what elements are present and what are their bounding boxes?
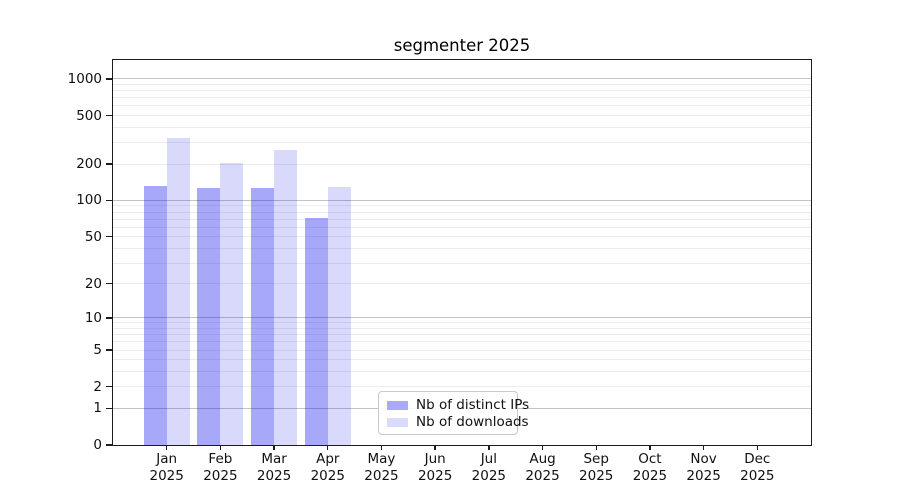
y-tick-label-10: 10 — [84, 309, 102, 326]
x-tick-apr — [327, 445, 329, 450]
x-tick-jul — [488, 445, 490, 450]
y-tick-label-1000: 1000 — [67, 70, 102, 87]
x-tick-jun — [434, 445, 436, 450]
bar-downloads-mar — [274, 149, 298, 445]
x-tick-mar — [273, 445, 275, 450]
legend-item-downloads: Nb of downloads — [387, 414, 529, 430]
gridline-minor-20 — [113, 283, 811, 285]
y-tick-2 — [106, 386, 113, 388]
legend-label-distinct-ips: Nb of distinct IPs — [416, 397, 530, 413]
legend-item-distinct-ips: Nb of distinct IPs — [387, 397, 529, 413]
x-tick-label-oct: Oct 2025 — [632, 451, 668, 484]
y-tick-label-0: 0 — [93, 437, 102, 453]
y-tick-label-20: 20 — [84, 275, 102, 292]
legend: Nb of distinct IPs Nb of downloads — [378, 391, 529, 435]
y-tick-50 — [106, 235, 113, 238]
legend-swatch-distinct-ips — [387, 400, 408, 410]
x-tick-label-jun: Jun 2025 — [417, 451, 453, 484]
gridline-minor-4 — [113, 359, 811, 361]
x-tick-sep — [595, 445, 597, 450]
gridline-major-100 — [113, 199, 811, 201]
gridline-minor-5 — [113, 349, 811, 351]
x-tick-label-sep: Sep 2025 — [579, 451, 614, 484]
gridlines-layer — [113, 60, 811, 445]
gridline-minor-70 — [113, 218, 811, 220]
legend-label-downloads: Nb of downloads — [416, 414, 529, 430]
y-tick-10 — [106, 317, 113, 319]
x-tick-label-feb: Feb 2025 — [203, 451, 238, 484]
gridline-minor-800 — [113, 90, 811, 92]
y-tick-label-5: 5 — [93, 342, 102, 359]
bar-downloads-apr — [327, 186, 351, 445]
y-tick-20 — [106, 282, 113, 285]
x-tick-label-jul: Jul 2025 — [471, 451, 507, 484]
y-tick-label-500: 500 — [76, 107, 102, 124]
gridline-minor-700 — [113, 97, 811, 99]
x-tick-may — [380, 445, 383, 450]
gridline-minor-50 — [113, 236, 811, 238]
x-tick-aug — [541, 445, 544, 450]
x-tick-label-jan: Jan 2025 — [149, 451, 184, 484]
x-tick-label-mar: Mar 2025 — [256, 451, 292, 484]
x-tick-label-nov: Nov 2025 — [686, 451, 721, 484]
gridline-minor-60 — [113, 226, 811, 228]
gridline-minor-80 — [113, 211, 811, 213]
x-tick-feb — [219, 445, 222, 450]
y-tick-0 — [106, 444, 113, 446]
bar-downloads-feb — [220, 162, 244, 445]
y-tick-5 — [106, 349, 113, 351]
plot-area: Nb of distinct IPs Nb of downloads — [112, 59, 812, 446]
bar-distinct-ips-apr — [304, 217, 328, 445]
gridline-minor-7 — [113, 334, 811, 336]
chart-title: segmenter 2025 — [393, 36, 531, 55]
bar-distinct-ips-feb — [197, 187, 221, 445]
x-tick-dec — [756, 445, 758, 450]
gridline-minor-500 — [113, 115, 811, 117]
y-tick-label-2: 2 — [93, 378, 102, 395]
gridline-minor-3 — [113, 371, 811, 373]
x-tick-label-dec: Dec 2025 — [740, 451, 775, 484]
bar-downloads-jan — [166, 137, 190, 445]
gridline-major-10 — [113, 317, 811, 319]
y-tick-label-1: 1 — [93, 400, 102, 417]
gridline-minor-6 — [113, 341, 811, 343]
gridline-minor-8 — [113, 328, 811, 330]
gridline-minor-30 — [113, 262, 811, 264]
x-tick-nov — [702, 445, 705, 450]
gridline-minor-2 — [113, 386, 811, 388]
gridline-minor-300 — [113, 142, 811, 144]
gridline-minor-200 — [113, 163, 811, 165]
y-tick-200 — [106, 163, 113, 165]
bar-distinct-ips-mar — [251, 187, 275, 445]
gridline-minor-40 — [113, 247, 811, 249]
y-tick-label-100: 100 — [76, 192, 102, 209]
y-tick-label-200: 200 — [76, 156, 102, 172]
gridline-minor-900 — [113, 84, 811, 85]
gridline-major-1000 — [113, 78, 811, 80]
y-tick-100 — [106, 199, 113, 202]
gridline-minor-90 — [113, 205, 811, 207]
legend-swatch-downloads — [387, 417, 408, 427]
gridline-minor-9 — [113, 322, 811, 324]
y-tick-1 — [106, 407, 113, 409]
x-tick-label-aug: Aug 2025 — [525, 451, 560, 484]
gridline-minor-600 — [113, 105, 811, 107]
bars-layer — [113, 60, 811, 445]
y-tick-500 — [106, 114, 113, 117]
x-tick-oct — [649, 445, 651, 450]
x-tick-jan — [165, 445, 168, 450]
gridline-minor-400 — [113, 126, 811, 128]
x-tick-label-apr: Apr 2025 — [310, 451, 345, 484]
y-tick-label-50: 50 — [84, 228, 102, 245]
x-tick-label-may: May 2025 — [364, 451, 399, 484]
bar-distinct-ips-jan — [143, 185, 167, 445]
y-tick-1000 — [106, 78, 113, 80]
